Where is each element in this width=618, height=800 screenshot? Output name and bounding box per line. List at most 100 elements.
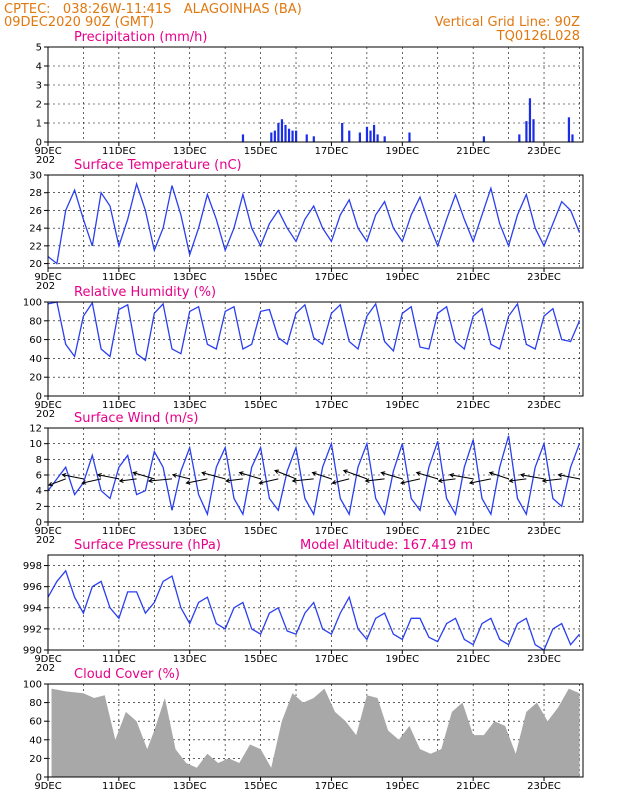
- wind-line: [47, 435, 581, 517]
- wind-vector-arrow: [258, 478, 279, 485]
- x-tick-label: 13DEC: [173, 781, 207, 792]
- pres-line: [47, 569, 580, 651]
- y-tick-label: 994: [23, 603, 42, 614]
- y-tick-label: 8: [36, 455, 42, 466]
- wind-vector-arrow: [61, 473, 84, 480]
- precip-bar: [280, 119, 284, 142]
- x-tick-label: 17DEC: [315, 146, 349, 157]
- precip-bar: [295, 130, 298, 142]
- wind-vector-arrow: [118, 478, 137, 483]
- y-tick-label: 100: [23, 298, 42, 309]
- x-tick-label: 9DEC: [34, 400, 61, 411]
- x-tick-label: 9DEC: [34, 146, 61, 157]
- x-tick-label: 13DEC: [173, 526, 207, 537]
- rh-title: Relative Humidity (%): [74, 285, 216, 300]
- x-year-label: 202: [36, 535, 55, 546]
- y-tick-label: 996: [23, 582, 42, 593]
- precip-bar: [528, 98, 532, 142]
- plot-frame: [47, 554, 584, 651]
- x-tick-label: 21DEC: [456, 400, 490, 411]
- y-tick-label: 0: [36, 773, 42, 784]
- y-tick-label: 998: [23, 561, 42, 572]
- x-tick-label: 15DEC: [244, 272, 278, 283]
- precip-bar: [532, 119, 535, 142]
- y-tick-label: 26: [29, 206, 42, 217]
- x-tick-label: 21DEC: [456, 146, 490, 157]
- x-tick-label: 15DEC: [244, 400, 278, 411]
- x-year-label: 202: [36, 281, 55, 292]
- model-altitude-label: Model Altitude: 167.419 m: [300, 538, 473, 553]
- y-tick-label: 100: [23, 680, 42, 691]
- x-tick-label: 19DEC: [385, 400, 419, 411]
- precip-bar: [518, 134, 521, 142]
- x-tick-label: 11DEC: [102, 272, 136, 283]
- wind-vector-arrow: [508, 478, 527, 483]
- plot-frame: [47, 46, 584, 143]
- wind-vector-arrow: [519, 473, 545, 480]
- temp-title: Surface Temperature (nC): [74, 158, 242, 173]
- header-run-time: 09DEC2020 90Z (GMT): [4, 15, 154, 30]
- precip-bar: [408, 132, 411, 142]
- x-tick-label: 13DEC: [173, 146, 207, 157]
- y-tick-label: 20: [29, 754, 42, 765]
- y-tick-label: 30: [29, 171, 42, 182]
- x-tick-label: 21DEC: [456, 526, 490, 537]
- precip-bar: [241, 134, 245, 142]
- precip-bar: [273, 130, 276, 142]
- y-tick-label: 4: [36, 486, 42, 497]
- x-year-label: 202: [36, 155, 55, 166]
- plot-frame: [47, 174, 584, 269]
- wind-vector-arrow: [147, 478, 173, 484]
- x-tick-label: 23DEC: [527, 272, 561, 283]
- x-tick-label: 17DEC: [315, 526, 349, 537]
- y-tick-label: 60: [29, 335, 42, 346]
- precip-bar: [369, 130, 372, 142]
- wind-vector-arrow: [132, 471, 155, 480]
- wind-vector-arrow: [437, 478, 456, 483]
- x-tick-label: 23DEC: [527, 526, 561, 537]
- precip-bar: [305, 134, 308, 142]
- precip-bar: [365, 126, 369, 142]
- y-tick-label: 1: [36, 119, 42, 130]
- y-tick-label: 0: [36, 138, 42, 149]
- wind-vector-arrow: [171, 473, 190, 480]
- x-tick-label: 21DEC: [456, 654, 490, 665]
- panel-cloud: 0 20 40 60 80 100 9DEC 11DEC 13DEC 15DEC 17DEC 19DE…: [23, 667, 584, 792]
- x-tick-label: 9DEC: [34, 272, 61, 283]
- panel-precip: 0 1 2 3 4 5 9DEC 11DEC 13DEC 15DEC 17DEC 19DEC 21DEC…: [34, 30, 584, 166]
- x-tick-label: 19DEC: [385, 272, 419, 283]
- y-tick-label: 4: [36, 62, 42, 73]
- y-tick-label: 40: [29, 354, 42, 365]
- wind-vector-arrow: [185, 478, 208, 485]
- wind-vector-arrow: [364, 478, 385, 483]
- precip-bar: [525, 121, 528, 142]
- precip-bar: [287, 128, 291, 142]
- x-tick-label: 19DEC: [385, 526, 419, 537]
- precip-bar: [291, 130, 294, 142]
- x-tick-label: 9DEC: [34, 781, 61, 792]
- precip-bar: [284, 124, 287, 142]
- panel-rh: 0 20 40 60 80 100 9DEC 11DEC 13DEC 15DEC 17DEC 19DE…: [23, 285, 584, 420]
- panel-wind: 0 2 4 6 8 10 12 9DEC 11DEC 13DEC 15DEC 17DEC 19DEC 21…: [29, 411, 584, 546]
- plot-frame: [47, 427, 584, 523]
- wind-vector-arrow: [557, 473, 580, 480]
- wind-vector-arrow: [311, 471, 332, 480]
- header-location: CPTEC: 038:26W-11:41S ALAGOINHAS (BA): [4, 2, 302, 17]
- x-tick-label: 15DEC: [244, 146, 278, 157]
- temp-line: [47, 181, 581, 265]
- pres-title: Surface Pressure (hPa): [74, 538, 221, 553]
- wind-vector-arrow: [96, 473, 119, 480]
- x-tick-label: 23DEC: [527, 781, 561, 792]
- wind-vector-arrow: [225, 478, 243, 483]
- wind-vector-arrow: [331, 478, 350, 485]
- x-tick-label: 23DEC: [527, 400, 561, 411]
- y-tick-label: 2: [36, 502, 42, 513]
- wind-vector-arrow: [238, 471, 261, 480]
- cloud-cover-area: [51, 688, 580, 777]
- precip-bar: [270, 132, 273, 142]
- panel-temp: 20 22 24 26 28 30 9DEC 11DEC 13DEC 15DEC 17DEC 19DE…: [29, 158, 584, 292]
- rh-line: [47, 301, 581, 362]
- precip-bar: [277, 123, 280, 142]
